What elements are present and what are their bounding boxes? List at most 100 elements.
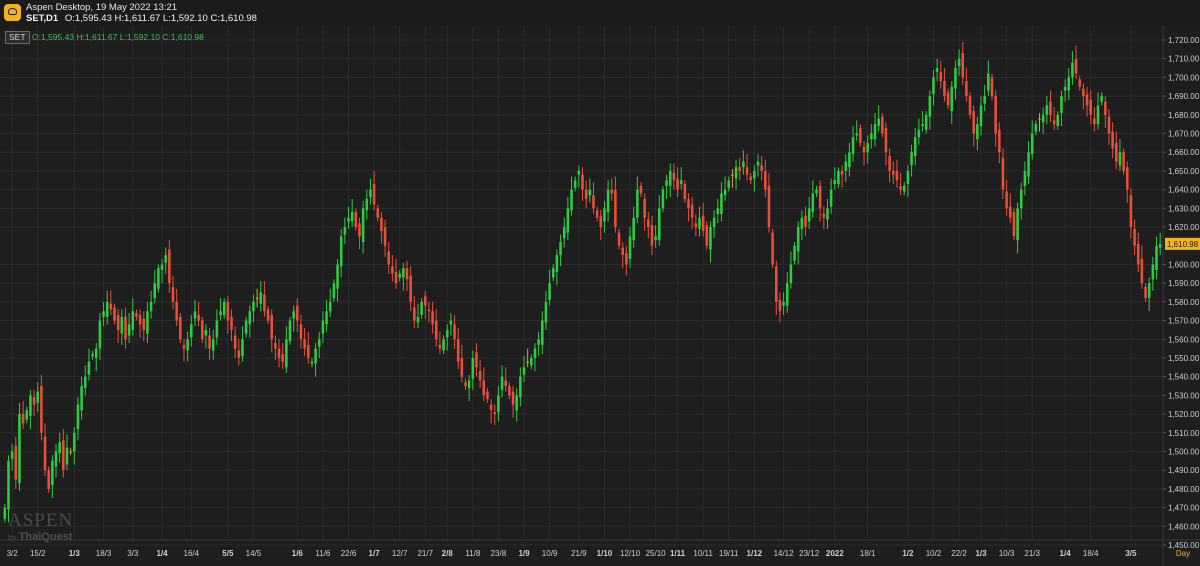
candle-body	[555, 255, 559, 272]
y-tick-label: 1,630.00	[1168, 204, 1200, 213]
candle-body	[40, 386, 43, 433]
candle-body	[1056, 114, 1060, 127]
candle-body	[873, 124, 877, 140]
candle-body	[749, 176, 752, 181]
candle-body	[859, 127, 862, 143]
candle-body	[182, 344, 186, 349]
candle-body	[698, 217, 701, 229]
candle-body	[551, 268, 555, 278]
x-tick-label: 22/6	[341, 549, 357, 558]
candle-body	[906, 170, 910, 185]
candle-body	[657, 208, 661, 241]
candle-body	[328, 301, 332, 312]
candle-body	[840, 170, 844, 175]
candle-body	[486, 391, 489, 400]
candle-body	[559, 242, 562, 256]
candle-body	[1147, 283, 1151, 299]
candle-body	[127, 324, 131, 336]
x-tick-label: 18/1	[860, 549, 876, 558]
candle-body	[804, 215, 807, 228]
candle-body	[1016, 208, 1019, 241]
candle-body	[566, 208, 570, 233]
x-tick-label: 3/2	[7, 549, 19, 558]
price-chart[interactable]: 1,720.00 1,710.00 1,700.00 1,690.00 1,680.00…	[0, 26, 1200, 566]
candle-body	[862, 146, 866, 153]
candle-body	[793, 245, 796, 261]
candle-body	[398, 273, 401, 278]
x-tick-label: 14/12	[774, 549, 795, 558]
x-tick-label: 1/6	[292, 549, 304, 558]
candle-body	[387, 251, 391, 265]
candle-body	[888, 155, 891, 171]
candle-body	[924, 114, 928, 130]
candle-body	[917, 129, 921, 138]
x-tick-label: 18/3	[96, 549, 112, 558]
candle-body	[190, 324, 193, 338]
x-tick-label: 10/9	[542, 549, 558, 558]
timeframe-label: Day	[1176, 549, 1190, 558]
y-tick-label: 1,600.00	[1168, 260, 1200, 269]
candle-body	[94, 348, 98, 358]
candle-body	[837, 170, 840, 185]
candle-body	[142, 318, 146, 330]
x-tick-label: 18/4	[1083, 549, 1099, 558]
candle-body	[577, 170, 581, 175]
x-tick-label: 10/2	[926, 549, 942, 558]
candle-body	[811, 193, 815, 213]
candle-body	[661, 189, 665, 209]
x-tick-label: 11/8	[465, 549, 481, 558]
candle-body	[1005, 191, 1008, 209]
candle-body	[603, 208, 606, 222]
current-price-label: 1,610.98	[1167, 240, 1199, 249]
candle-body	[1027, 152, 1030, 177]
candle-body	[548, 283, 551, 300]
x-tick-label: 1/7	[369, 549, 381, 558]
candle-body	[208, 335, 211, 349]
candle-body	[1158, 243, 1162, 248]
y-tick-label: 1,510.00	[1168, 429, 1200, 438]
x-tick-label: 1/4	[156, 549, 168, 558]
x-tick-label: 3/5	[1125, 549, 1137, 558]
candle-body	[723, 189, 727, 196]
candle-body	[1089, 99, 1092, 115]
candle-body	[965, 81, 968, 97]
symbol-name[interactable]: SET,D1	[26, 13, 59, 24]
candle-body	[7, 460, 10, 510]
candle-body	[785, 283, 789, 306]
candle-body	[471, 357, 475, 379]
candle-body	[943, 81, 946, 97]
x-tick-label: 14/5	[246, 549, 262, 558]
candle-body	[636, 189, 639, 218]
candle-body	[522, 367, 526, 375]
candle-body	[745, 167, 749, 175]
candle-body	[431, 311, 434, 325]
candle-body	[175, 301, 178, 321]
y-tick-label: 1,570.00	[1168, 317, 1200, 326]
candle-body	[478, 371, 482, 381]
symbol-badge[interactable]: SET	[5, 31, 30, 44]
candle-body	[774, 266, 778, 302]
candle-body	[614, 189, 617, 228]
candle-body	[211, 339, 215, 351]
y-tick-label: 1,470.00	[1168, 504, 1200, 513]
candle-body	[434, 320, 438, 340]
candle-body	[248, 311, 252, 325]
candle-body	[1008, 206, 1012, 218]
candle-body	[588, 189, 592, 196]
candle-body	[712, 217, 716, 228]
candle-body	[369, 189, 372, 198]
x-tick-label: 3/3	[127, 549, 139, 558]
candle-body	[380, 217, 383, 231]
x-tick-label: 2/8	[442, 549, 454, 558]
x-tick-label: 12/10	[620, 549, 641, 558]
candle-body	[515, 395, 518, 411]
candle-body	[1107, 116, 1111, 134]
candle-body	[467, 380, 471, 388]
current-price-tag	[1165, 237, 1200, 250]
candle-body	[83, 376, 87, 388]
candle-body	[402, 268, 405, 278]
candle-body	[274, 343, 277, 349]
candle-body	[358, 223, 361, 237]
candle-body	[365, 198, 369, 211]
candlestick-chart-svg[interactable]: 1,720.00 1,710.00 1,700.00 1,690.00 1,680.00…	[0, 26, 1200, 566]
